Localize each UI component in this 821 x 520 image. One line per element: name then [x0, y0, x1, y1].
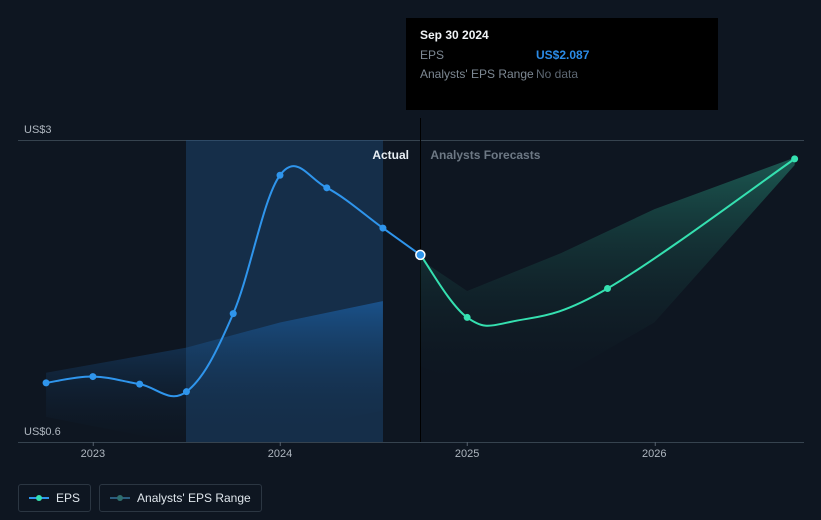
x-tick: 2023 — [81, 448, 105, 460]
legend-label: Analysts' EPS Range — [137, 491, 251, 505]
y-axis-label-top: US$3 — [24, 124, 52, 136]
y-gridline-bottom — [18, 442, 804, 443]
tooltip-row-eps: EPS US$2.087 — [420, 46, 704, 65]
series-lines-layer — [18, 140, 804, 442]
legend-item-eps[interactable]: EPS — [18, 484, 91, 512]
tooltip-row-range: Analysts' EPS Range No data — [420, 65, 704, 84]
tooltip-key: EPS — [420, 46, 536, 65]
x-tick: 2026 — [642, 448, 666, 460]
tooltip-value-eps: US$2.087 — [536, 46, 589, 65]
chart-plot-area[interactable] — [18, 140, 804, 442]
tooltip-key: Analysts' EPS Range — [420, 65, 536, 84]
legend-item-range[interactable]: Analysts' EPS Range — [99, 484, 262, 512]
tooltip-date: Sep 30 2024 — [420, 28, 704, 42]
chart-legend: EPS Analysts' EPS Range — [18, 484, 262, 512]
legend-label: EPS — [56, 491, 80, 505]
legend-swatch — [110, 494, 130, 502]
tooltip-value-nodata: No data — [536, 65, 578, 84]
x-tick: 2025 — [455, 448, 479, 460]
hover-tooltip: Sep 30 2024 EPS US$2.087 Analysts' EPS R… — [406, 18, 718, 110]
x-tick: 2024 — [268, 448, 292, 460]
legend-swatch — [29, 494, 49, 502]
x-axis-ticks: 2023 2024 2025 2026 — [18, 448, 804, 468]
